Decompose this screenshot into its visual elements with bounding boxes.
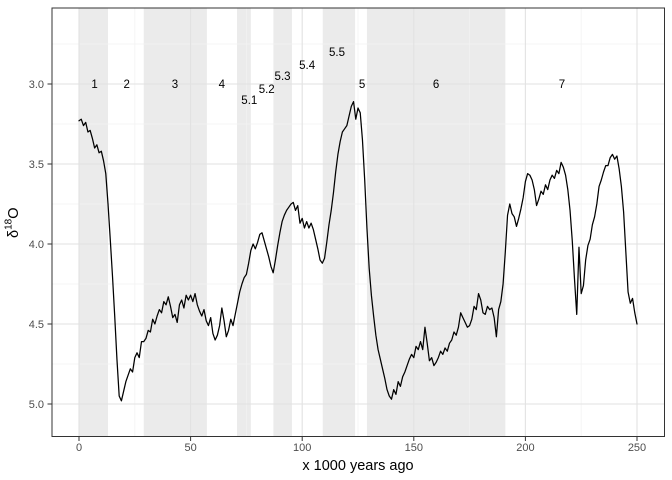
stage-label-7: 7	[559, 79, 565, 91]
stage-labels: 1 2 3 4 5.15.25.3 5.4 5.5 5 6 7	[91, 47, 565, 107]
panel-border	[51, 7, 665, 437]
y-axis-title: δ18O	[4, 208, 23, 238]
y-tick-label: 3.0	[29, 79, 44, 91]
stage-band-5.5	[322, 8, 356, 437]
stage-label-5: 5	[359, 79, 365, 91]
stage-label-6: 6	[433, 79, 439, 91]
stage-band-6	[366, 8, 506, 437]
stage-label-2: 2	[124, 79, 130, 91]
major-gridlines	[52, 8, 665, 437]
y-tick-label: 4.0	[29, 239, 44, 251]
stage-label-5.3: 5.3	[275, 71, 291, 83]
x-tick-label: 200	[516, 442, 534, 454]
x-tick-label: 50	[184, 442, 196, 454]
series-line-d18O	[78, 100, 638, 402]
y-tick-label: 3.5	[29, 159, 44, 171]
stage-label-1: 1	[91, 79, 97, 91]
stage-band-3	[143, 8, 207, 437]
axes: 0 50 100 150 200 250 3.0 3.5 4.0 4.5 5.0	[29, 79, 646, 454]
x-tick-label: 0	[76, 442, 82, 454]
stage-bands	[79, 8, 506, 437]
stage-label-5.4: 5.4	[299, 60, 316, 72]
x-tick-label: 250	[628, 442, 646, 454]
stage-band-5.1	[237, 8, 251, 437]
minor-gridlines	[52, 8, 665, 437]
stage-label-5.2: 5.2	[259, 84, 275, 96]
stage-band-5.3	[273, 8, 292, 437]
x-tick-label: 100	[293, 442, 311, 454]
stage-label-4: 4	[219, 79, 226, 91]
x-tick-label: 150	[405, 442, 423, 454]
stage-label-3: 3	[172, 79, 178, 91]
x-axis-title: x 1000 years ago	[302, 458, 413, 474]
stage-band-1	[79, 8, 109, 437]
stage-label-5.5: 5.5	[329, 47, 345, 59]
y-tick-label: 5.0	[29, 399, 44, 411]
y-tick-label: 4.5	[29, 319, 44, 331]
stage-label-5.1: 5.1	[241, 95, 257, 107]
